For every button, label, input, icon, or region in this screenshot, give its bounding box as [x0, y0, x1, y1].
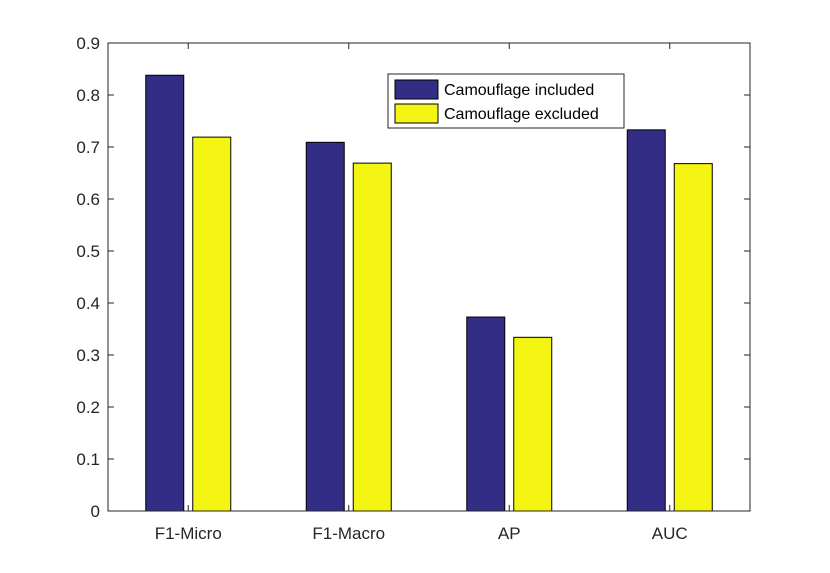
x-tick-label: AP — [498, 524, 521, 543]
x-tick-label: AUC — [652, 524, 688, 543]
bar-f1-macro-camouflage-included — [305, 141, 345, 512]
bar-f1-micro-camouflage-excluded — [192, 136, 232, 512]
bar-f1-macro-camouflage-excluded — [352, 162, 392, 512]
y-tick-label: 0 — [91, 502, 100, 521]
x-axis: F1-Micro F1-Macro AP AUC — [155, 43, 688, 543]
bars-group — [145, 74, 713, 512]
y-tick-label: 0.8 — [76, 86, 100, 105]
y-tick-label: 0.6 — [76, 190, 100, 209]
legend: Camouflage included Camouflage excluded — [387, 73, 625, 129]
y-tick-label: 0.7 — [76, 138, 100, 157]
y-tick-label: 0.9 — [76, 34, 100, 53]
bar-ap-camouflage-excluded — [513, 336, 553, 512]
y-tick-label: 0.1 — [76, 450, 100, 469]
x-tick-label: F1-Micro — [155, 524, 222, 543]
legend-label-camouflage-included: Camouflage included — [444, 82, 594, 99]
bar-ap-camouflage-included — [466, 316, 506, 512]
y-tick-label: 0.2 — [76, 398, 100, 417]
bar-auc-camouflage-excluded — [673, 163, 713, 512]
y-axis: 0 0.1 0.2 0.3 0.4 0.5 0.6 0.7 0.8 0.9 — [76, 34, 750, 521]
y-tick-label: 0.5 — [76, 242, 100, 261]
legend-swatch-camouflage-excluded — [394, 103, 439, 124]
legend-swatch-camouflage-included — [394, 79, 439, 100]
x-tick-label: F1-Macro — [312, 524, 385, 543]
y-tick-label: 0.4 — [76, 294, 100, 313]
legend-label-camouflage-excluded: Camouflage excluded — [444, 106, 599, 123]
bar-f1-micro-camouflage-included — [145, 74, 185, 512]
bar-auc-camouflage-included — [626, 129, 666, 512]
plot-frame — [107, 42, 751, 512]
y-tick-label: 0.3 — [76, 346, 100, 365]
